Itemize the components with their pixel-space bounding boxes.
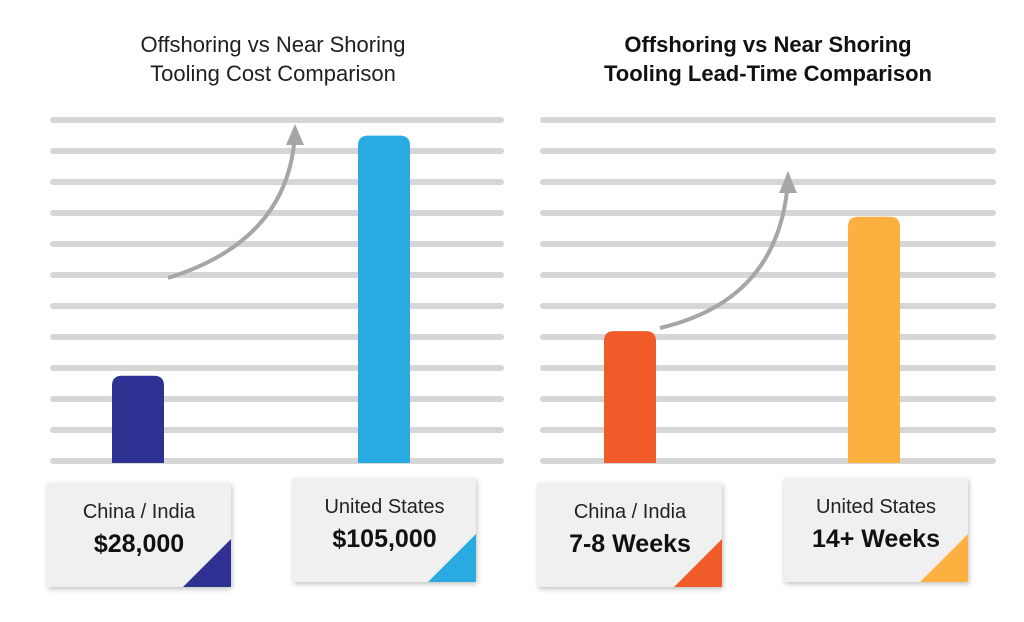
chart-2-card-us-corner bbox=[920, 534, 968, 582]
chart-1-card-us: United States $105,000 bbox=[293, 478, 476, 582]
chart-1-value-us: $105,000 bbox=[332, 525, 437, 553]
chart-2-title-line-2: Tooling Lead-Time Comparison bbox=[604, 61, 932, 86]
chart-2-title-line-1: Offshoring vs Near Shoring bbox=[624, 32, 912, 57]
chart-2-bar-china bbox=[604, 331, 656, 463]
chart-1-trend-arrowhead bbox=[286, 124, 304, 145]
chart-2-trend-arrow bbox=[659, 179, 790, 330]
chart-2-title: Offshoring vs Near Shoring Tooling Lead-… bbox=[548, 30, 988, 88]
chart-1-title-line-1: Offshoring vs Near Shoring bbox=[140, 32, 406, 57]
chart-1-category-us: United States bbox=[324, 496, 445, 518]
chart-2-card-china: China / India 7-8 Weeks bbox=[538, 483, 722, 587]
chart-1-bar-china bbox=[112, 375, 164, 463]
chart-2-trend-arrowhead bbox=[779, 171, 797, 193]
chart-1-trend-arrow bbox=[167, 131, 297, 280]
chart-2-category-us: United States bbox=[815, 496, 937, 518]
chart-1-card-china-corner bbox=[183, 539, 231, 587]
chart-1-category-china: China / India bbox=[82, 501, 196, 523]
chart-1-title-line-2: Tooling Cost Comparison bbox=[150, 61, 396, 86]
chart-2-value-us: 14+ Weeks bbox=[811, 525, 941, 553]
chart-1-value-china: $28,000 bbox=[93, 530, 185, 558]
chart-2-bar-us bbox=[848, 216, 900, 463]
chart-1-bar-us bbox=[358, 135, 410, 463]
chart-2-category-china: China / India bbox=[573, 501, 687, 523]
chart-1-card-us-corner bbox=[428, 534, 476, 582]
chart-2-card-us: United States 14+ Weeks bbox=[784, 478, 968, 582]
chart-2-value-china: 7-8 Weeks bbox=[569, 530, 691, 558]
chart-1-card-china: China / India $28,000 bbox=[47, 483, 231, 587]
chart-1-title: Offshoring vs Near Shoring Tooling Cost … bbox=[53, 30, 493, 88]
chart-2-card-china-corner bbox=[674, 539, 722, 587]
